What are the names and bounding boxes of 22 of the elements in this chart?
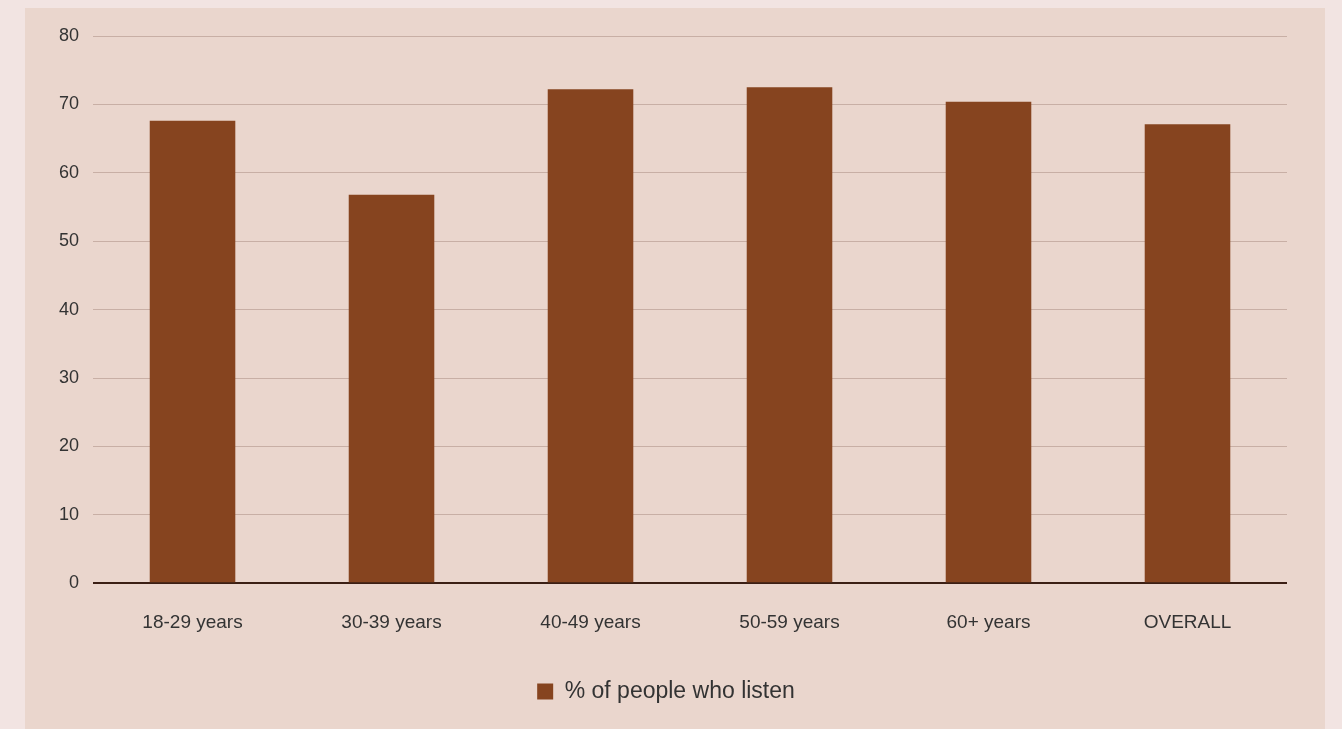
x-tick-label: 50-59 years (739, 610, 840, 632)
y-tick-label: 80 (58, 24, 80, 45)
y-tick-label: 20 (58, 435, 80, 456)
y-tick-label: 0 (69, 572, 80, 593)
bar (547, 89, 634, 583)
bar (348, 194, 435, 583)
bar (149, 120, 236, 583)
y-tick-label: 50 (58, 230, 80, 251)
legend-label: % of people who listen (564, 676, 795, 703)
x-tick-label: 60+ years (946, 610, 1031, 632)
y-tick-label: 60 (58, 161, 80, 182)
x-tick-label: OVERALL (1143, 610, 1232, 632)
y-tick-label: 70 (58, 93, 80, 114)
x-tick-label: 40-49 years (540, 610, 641, 632)
bar (746, 87, 833, 583)
y-tick-label: 30 (58, 366, 80, 387)
x-tick-label: 18-29 years (142, 610, 243, 632)
bar (1144, 124, 1231, 583)
bar (945, 101, 1032, 583)
y-tick-label: 10 (58, 503, 80, 524)
y-tick-label: 40 (58, 298, 80, 319)
x-tick-label: 30-39 years (341, 610, 442, 632)
